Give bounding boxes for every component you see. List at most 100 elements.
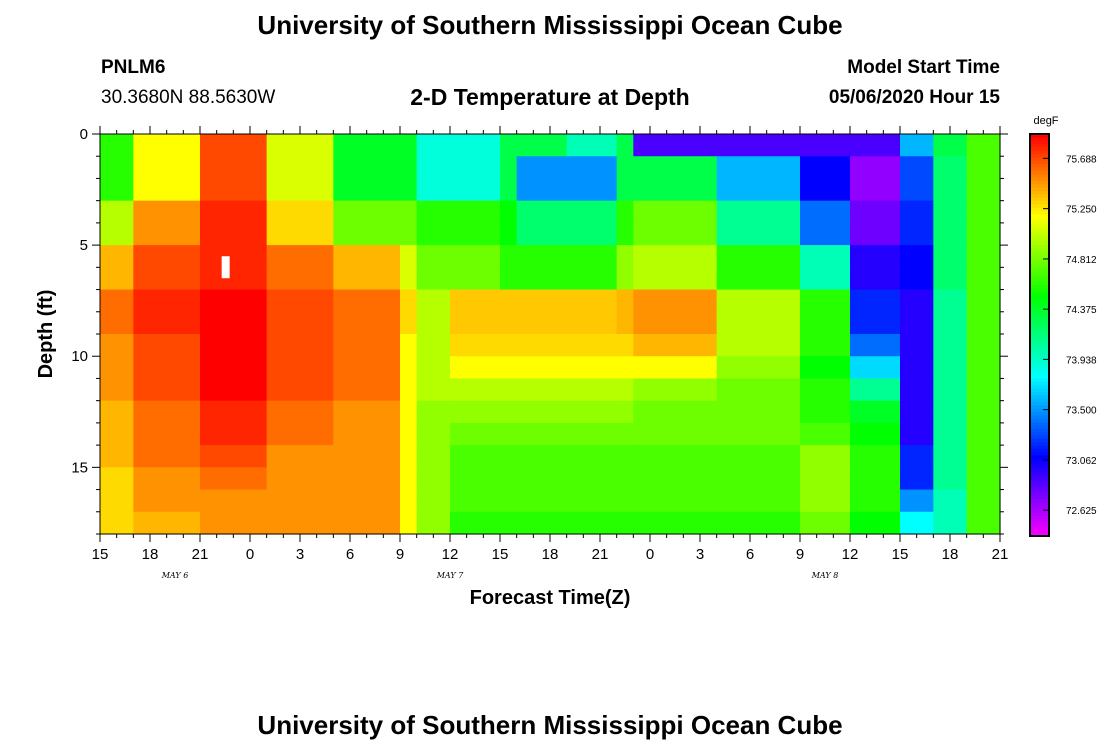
heatmap-cell [800, 134, 851, 157]
colorbar-step [1030, 207, 1049, 212]
heatmap-cell [716, 289, 801, 313]
heatmap-cell [850, 445, 901, 468]
colorbar-step [1030, 485, 1049, 490]
heatmap-cell [966, 378, 1001, 402]
heatmap-cell [900, 156, 934, 180]
heatmap-cell [266, 378, 334, 402]
colorbar-step [1030, 375, 1049, 380]
heatmap-cell [416, 156, 501, 180]
heatmap-cell [966, 511, 1001, 535]
x-tick-label: 0 [646, 546, 654, 563]
heatmap-cell [400, 445, 418, 468]
heatmap-cell [500, 156, 518, 180]
colorbar-step [1030, 371, 1049, 376]
heatmap-cell [716, 378, 801, 402]
heatmap-cell [933, 267, 968, 291]
colorbar-step [1030, 314, 1049, 320]
colorbar-step [1030, 134, 1049, 139]
heatmap-cell [133, 378, 201, 402]
heatmap-cell [400, 467, 418, 491]
heatmap-cell [900, 445, 934, 468]
colorbar-step [1030, 140, 1049, 145]
heatmap-cell [266, 289, 334, 313]
colorbar-step [1030, 505, 1049, 510]
heatmap-cell [850, 222, 901, 246]
heatmap-cell [133, 178, 201, 202]
heatmap-cell [333, 400, 401, 424]
heatmap-cell [616, 422, 634, 446]
heatmap-cell [966, 311, 1001, 335]
heatmap-cell [933, 200, 968, 224]
heatmap-cell [266, 222, 334, 246]
x-tick-label: 15 [892, 546, 909, 563]
heatmap-cell [100, 400, 134, 424]
heatmap-cell [200, 200, 268, 224]
heatmap-cell [633, 178, 718, 202]
colorbar-step [1030, 304, 1049, 309]
heatmap-cell [966, 422, 1001, 446]
x-tick-label: 18 [142, 546, 159, 563]
heatmap-cell [333, 222, 418, 246]
heatmap-cell [850, 511, 901, 535]
colorbar-step [1030, 321, 1049, 326]
x-tick-label: 21 [592, 546, 609, 563]
heatmap-cell [966, 156, 1001, 180]
heatmap-cell [716, 200, 801, 224]
heatmap-cell [966, 334, 1001, 357]
heatmap-cell [200, 445, 268, 468]
heatmap-cell [716, 467, 801, 491]
heatmap-cell [400, 289, 418, 313]
heatmap-cell [516, 200, 618, 224]
heatmap-cell [516, 222, 618, 246]
heatmap-cell [616, 378, 634, 402]
colorbar-step [1030, 381, 1049, 387]
heatmap-cell [100, 134, 134, 157]
heatmap-cell [800, 222, 851, 246]
heatmap-cell [800, 178, 851, 202]
colorbar-step [1030, 469, 1049, 474]
heatmap-cell [900, 178, 934, 202]
heatmap-cell [716, 400, 801, 424]
heatmap-cell [633, 511, 718, 535]
colorbar-step [1030, 418, 1049, 423]
colorbar-step [1030, 294, 1049, 299]
colorbar-step [1030, 402, 1049, 407]
heatmap-cell [850, 400, 901, 424]
heatmap-cell [416, 289, 451, 313]
heatmap-cell [500, 200, 518, 224]
heatmap-cell [716, 134, 801, 157]
model-start-label: Model Start Time [847, 57, 1000, 78]
heatmap-cell [716, 222, 801, 246]
heatmap-cell [633, 311, 718, 335]
colorbar-step [1030, 482, 1049, 487]
colorbar-step [1030, 425, 1049, 430]
heatmap-cell [933, 222, 968, 246]
heatmap-cell [333, 267, 401, 291]
colorbar-tick-label: 74.812 [1066, 255, 1097, 266]
colorbar-step [1030, 398, 1049, 403]
colorbar-step [1030, 415, 1049, 420]
heatmap-cell [416, 245, 501, 268]
heatmap-cell [450, 489, 618, 513]
heatmap-cell [266, 467, 334, 491]
colorbar-step [1030, 331, 1049, 336]
heatmap-cell [450, 467, 618, 491]
colorbar-step [1030, 197, 1049, 202]
heatmap-cell [416, 356, 451, 380]
heatmap-cell [966, 445, 1001, 468]
colorbar-step [1030, 428, 1049, 433]
colorbar-step [1030, 452, 1049, 457]
heatmap-cell [850, 356, 901, 380]
heatmap-cell [416, 422, 451, 446]
heatmap-cell [933, 489, 968, 513]
heatmap-cell [800, 422, 851, 446]
heatmap-cell [450, 356, 618, 380]
colorbar-step [1030, 231, 1049, 236]
heatmap-cell [133, 445, 201, 468]
heatmap-cell [500, 222, 518, 246]
heatmap-cell [800, 356, 851, 380]
heatmap-cell [333, 445, 401, 468]
station-id: PNLM6 [101, 57, 166, 78]
heatmap-cell [416, 400, 451, 424]
heatmap-cell [400, 356, 418, 380]
